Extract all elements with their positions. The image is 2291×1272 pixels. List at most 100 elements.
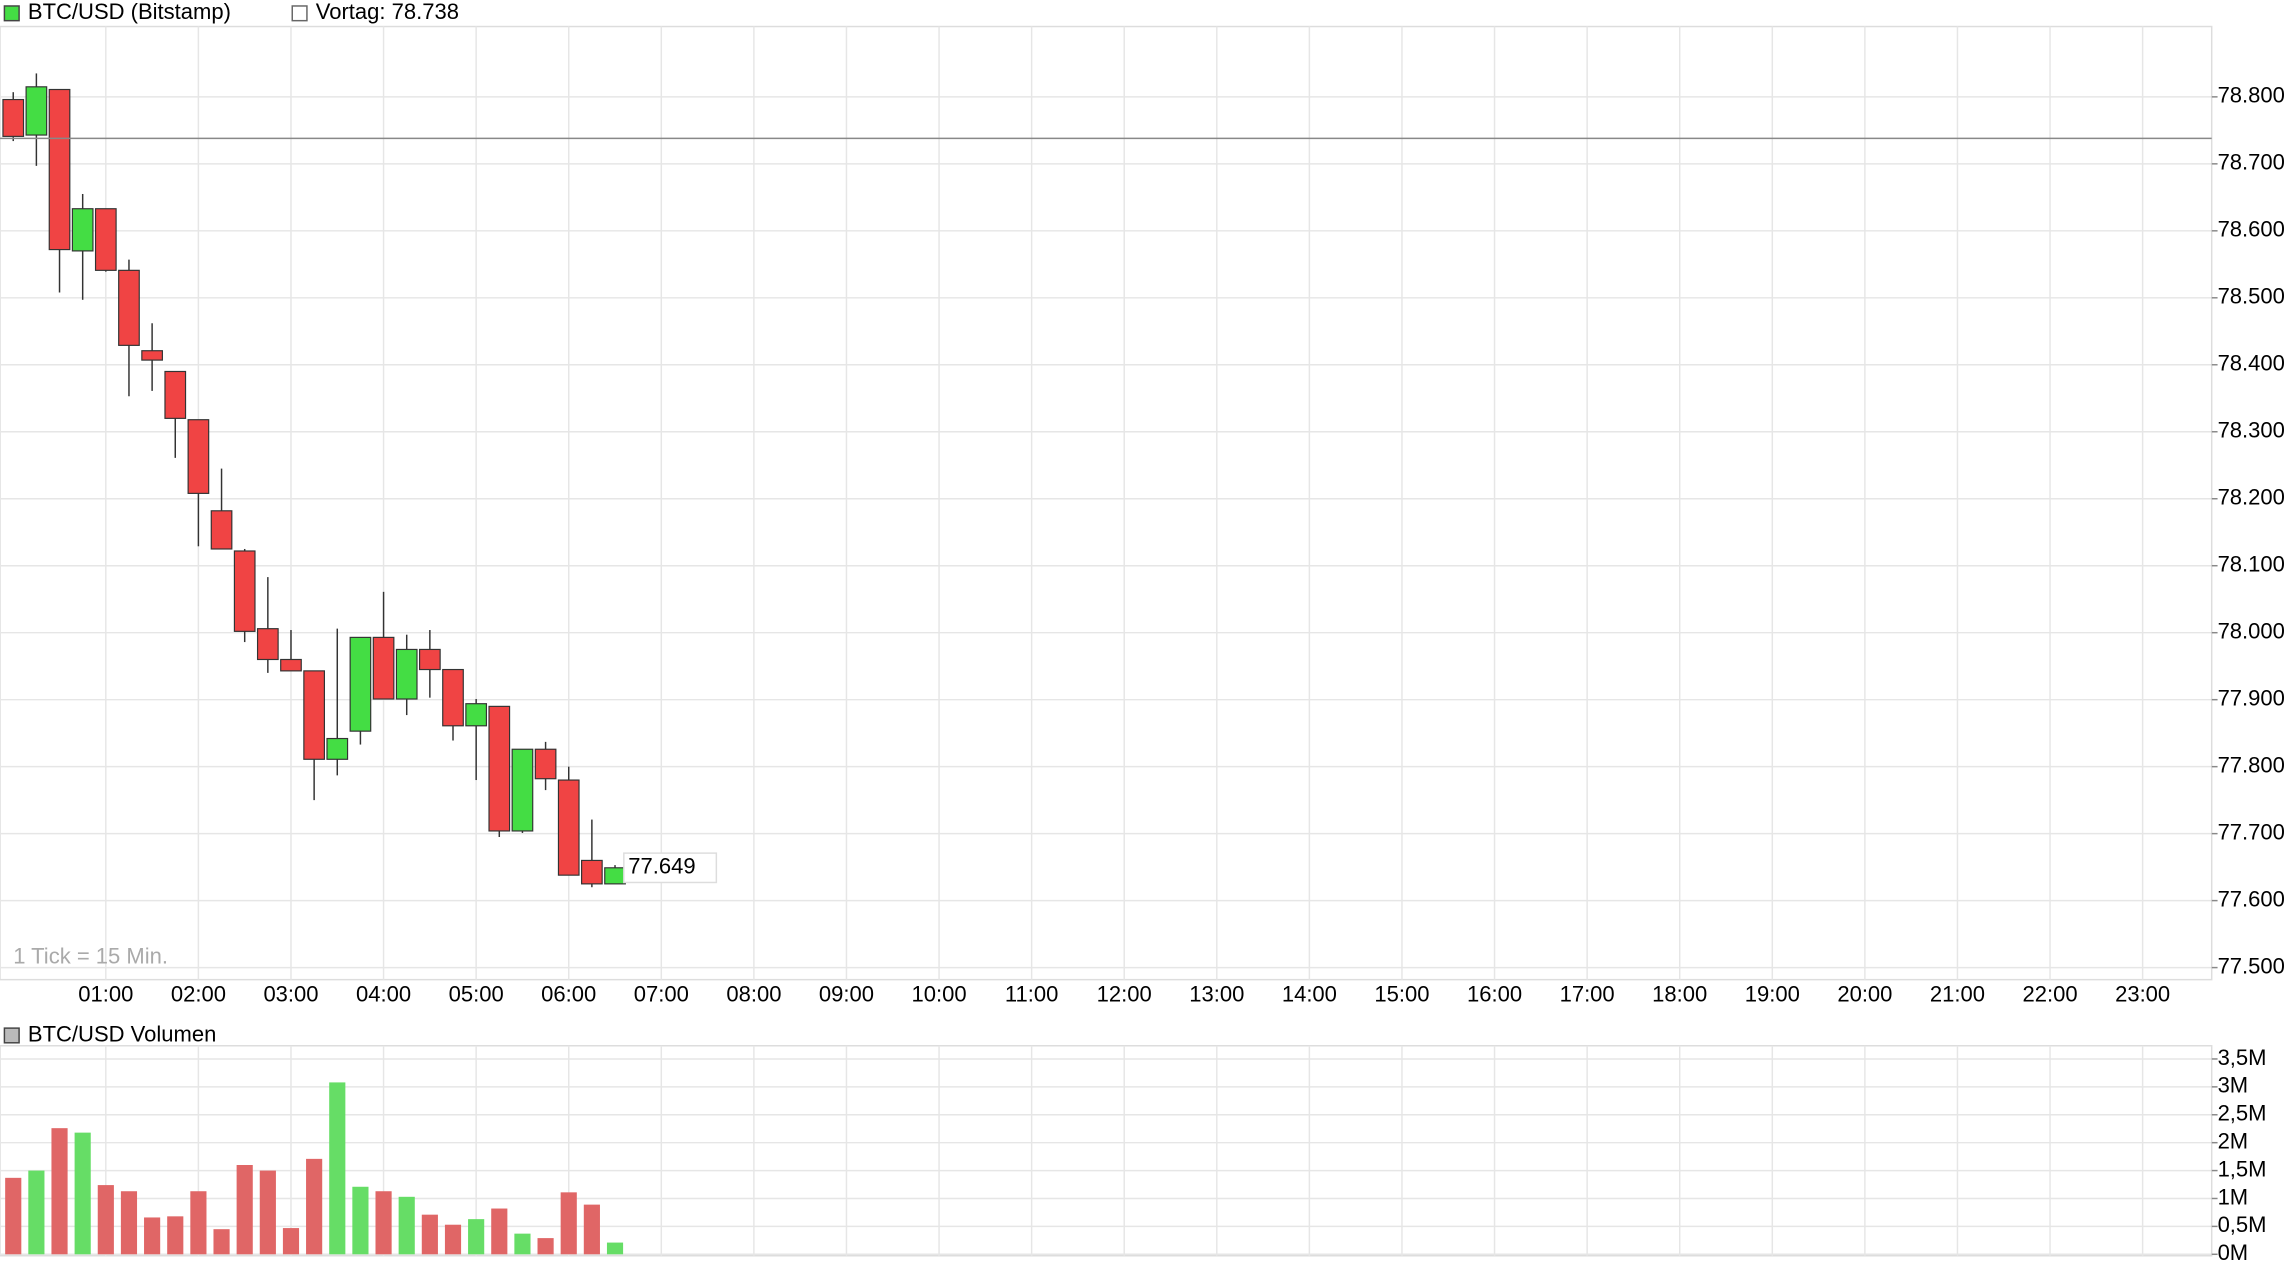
y-tick-label: 78.600 [2218,217,2285,242]
x-tick-label: 07:00 [634,982,689,1007]
volume-bar [51,1128,68,1255]
candle-body [395,648,418,700]
volume-bar [444,1224,462,1255]
x-tick-label: 02:00 [171,982,226,1007]
x-tick-label: 16:00 [1467,982,1522,1007]
candle-body [418,648,441,671]
y-tick-label: 78.300 [2218,418,2285,443]
candle-body [25,86,48,136]
x-tick-label: 03:00 [263,982,318,1007]
x-tick-label: 15:00 [1374,982,1429,1007]
candle-body [256,628,279,661]
y-tick-label: 78.000 [2218,619,2285,644]
volume-bar [606,1242,624,1255]
candle-body [349,636,372,732]
y-tick-label: 77.600 [2218,886,2285,911]
y-tick-label: 1M [2218,1184,2249,1209]
volume-bar [282,1228,300,1255]
x-tick-label: 05:00 [449,982,504,1007]
volume-bar [375,1191,392,1255]
candle-body [465,703,488,727]
candle-body [511,748,534,832]
x-tick-label: 18:00 [1652,982,1707,1007]
chart-title: BTC/USD (Bitstamp) [28,0,231,24]
candle-body [581,859,603,885]
candle-body [48,88,71,251]
x-tick-label: 08:00 [726,982,781,1007]
y-tick-label: 78.700 [2218,150,2285,175]
x-tick-label: 17:00 [1560,982,1615,1007]
volume-bar [421,1214,438,1255]
y-tick-label: 78.200 [2218,485,2285,510]
volume-frame [0,1045,2213,1257]
reference-label: Vortag: 78.738 [316,0,459,24]
candle-body [187,419,210,494]
x-tick-label: 04:00 [356,982,411,1007]
y-tick-label: 2,5M [2218,1101,2267,1126]
volume-bar [97,1185,114,1255]
x-tick-label: 06:00 [541,982,596,1007]
legend-box [291,5,308,22]
y-tick-label: 0M [2218,1240,2249,1265]
y-tick-label: 2M [2218,1128,2249,1153]
candle-body [280,658,302,672]
candle-body [71,208,94,252]
volume-bar [190,1191,207,1255]
volume-bar [560,1192,577,1255]
x-tick-label: 20:00 [1837,982,1892,1007]
y-tick-label: 0,5M [2218,1212,2267,1237]
candle-body [442,668,464,727]
y-tick-label: 77.700 [2218,819,2285,844]
candle-body [488,705,511,832]
candle-body [141,350,163,361]
candle-body [326,737,349,760]
y-tick-label: 1,5M [2218,1156,2267,1181]
y-tick-label: 78.400 [2218,351,2285,376]
x-tick-label: 10:00 [912,982,967,1007]
candle-body [233,550,256,632]
volume-bar [398,1196,415,1255]
volume-bar [329,1082,346,1255]
volume-bar [213,1229,230,1255]
title-box [3,5,20,22]
last-price: 77.649 [628,854,695,879]
candle-body [303,670,325,760]
y-tick-label: 3,5M [2218,1045,2267,1070]
x-tick-label: 11:00 [1005,982,1058,1007]
title-box [3,1027,20,1044]
volume-bar [144,1217,161,1255]
y-tick-label: 77.500 [2218,953,2285,978]
x-tick-label: 13:00 [1189,982,1244,1007]
last-price-box [623,852,718,884]
y-tick-label: 3M [2218,1073,2249,1098]
candle-body [2,98,25,137]
candle-body [534,748,557,780]
candle-body [94,208,117,271]
x-tick-label: 12:00 [1097,982,1152,1007]
volume-bar [5,1177,22,1255]
volume-bar [537,1238,554,1255]
y-tick-label: 77.900 [2218,685,2285,710]
x-tick-label: 09:00 [819,982,874,1007]
x-tick-label: 14:00 [1282,982,1337,1007]
volume-bar [28,1170,45,1255]
y-tick-label: 78.100 [2218,552,2285,577]
y-tick-label: 78.500 [2218,284,2285,309]
x-tick-label: 21:00 [1930,982,1985,1007]
volume-bar [74,1132,91,1255]
candle-body [164,370,187,419]
volume-bar [514,1233,531,1255]
volume-bar [468,1219,485,1255]
volume-bar [167,1216,184,1255]
candle-body [118,269,140,346]
y-tick-label: 78.800 [2218,83,2285,108]
candle-body [210,510,233,550]
volume-bar [236,1164,253,1255]
candle-body [372,636,395,700]
price-frame [0,25,2213,981]
volume-bar [306,1158,323,1255]
volume-bar [259,1170,276,1255]
x-tick-label: 01:00 [78,982,133,1007]
volume-bar [583,1204,600,1255]
